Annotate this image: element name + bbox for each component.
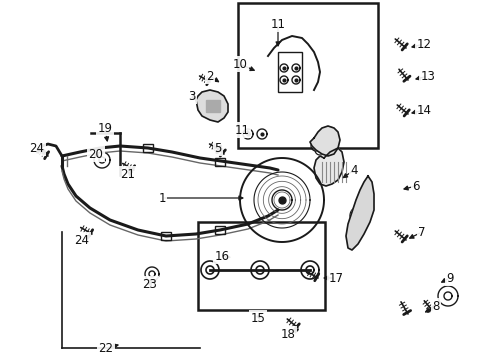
Text: 9: 9 [446, 271, 454, 284]
Bar [215, 158, 225, 166]
Bar [215, 226, 225, 234]
Text: 14: 14 [416, 104, 432, 117]
Text: 15: 15 [250, 311, 266, 324]
Text: 11: 11 [270, 18, 286, 31]
Text: 2: 2 [206, 69, 214, 82]
Bar [143, 144, 153, 152]
Polygon shape [310, 126, 340, 156]
Text: 22: 22 [98, 342, 114, 355]
Bar [238, 3, 378, 148]
Text: 21: 21 [121, 167, 136, 180]
Polygon shape [346, 176, 374, 250]
Text: 17: 17 [328, 271, 343, 284]
Text: 24: 24 [74, 234, 90, 247]
Text: 1: 1 [158, 192, 166, 204]
Text: 3: 3 [188, 90, 196, 103]
Text: 23: 23 [143, 278, 157, 291]
Text: 11: 11 [235, 123, 249, 136]
Bar [278, 52, 302, 92]
Text: 24: 24 [29, 141, 45, 154]
Text: 12: 12 [416, 37, 432, 50]
Polygon shape [314, 148, 344, 186]
Bar [161, 232, 171, 240]
Polygon shape [196, 90, 228, 122]
Text: 4: 4 [350, 163, 358, 176]
Text: 8: 8 [432, 300, 440, 312]
Text: 6: 6 [412, 180, 420, 193]
Text: 20: 20 [89, 148, 103, 161]
Text: 10: 10 [233, 58, 247, 71]
Text: 18: 18 [281, 328, 295, 341]
Text: 5: 5 [214, 141, 221, 154]
Bar [206, 100, 220, 112]
Text: 7: 7 [418, 225, 426, 238]
Text: 19: 19 [98, 122, 113, 135]
Bar [198, 222, 325, 310]
Text: 16: 16 [215, 249, 229, 262]
Text: 13: 13 [420, 69, 436, 82]
